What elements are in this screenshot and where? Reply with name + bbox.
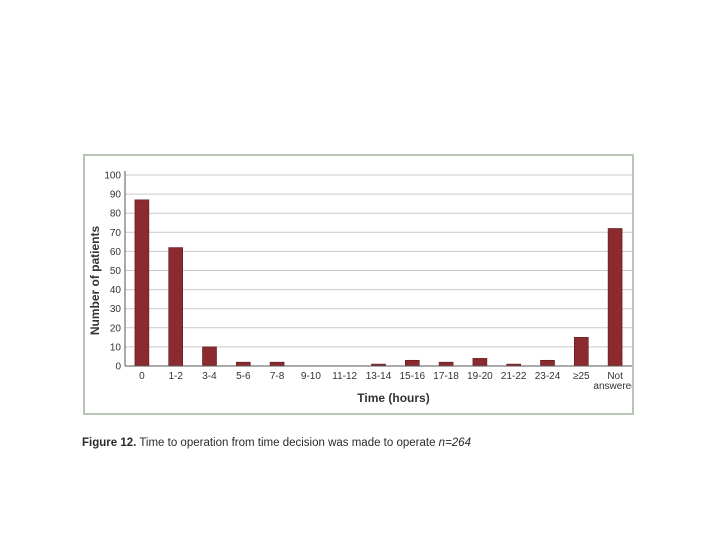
x-tick-label: 13-14 bbox=[366, 371, 392, 382]
x-tick-label-line: 13-14 bbox=[366, 371, 392, 382]
x-tick-label-line: 0 bbox=[139, 371, 145, 382]
x-tick-label-line: 23-24 bbox=[535, 371, 561, 382]
bar-chart: 0 10 20 30 40 50 60 70 80 90 100 0 1-2 3-4 5-6 7-8 9-10 1… bbox=[88, 171, 632, 405]
figure-caption: Figure 12. Time to operation from time d… bbox=[82, 437, 471, 449]
x-tick-label-line: 7-8 bbox=[270, 371, 285, 382]
x-tick-label: ≥25 bbox=[573, 371, 590, 382]
y-tick-label: 60 bbox=[110, 247, 122, 258]
x-tick-label: 15-16 bbox=[400, 371, 426, 382]
bar bbox=[134, 199, 150, 367]
x-tick-label: 21-22 bbox=[501, 371, 527, 382]
x-tick-label-line: 21-22 bbox=[501, 371, 527, 382]
y-tick-label: 40 bbox=[110, 285, 122, 296]
bar bbox=[438, 361, 454, 367]
bar bbox=[404, 359, 420, 367]
x-tick-label-line: Not bbox=[607, 371, 623, 382]
bar bbox=[269, 361, 285, 367]
x-tick-label: 17-18 bbox=[433, 371, 459, 382]
y-tick-label: 50 bbox=[110, 266, 122, 277]
x-tick-label-line: 15-16 bbox=[400, 371, 426, 382]
y-tick-label: 0 bbox=[115, 362, 121, 373]
x-tick-label-line: 17-18 bbox=[433, 371, 459, 382]
x-tick-label: 23-24 bbox=[535, 371, 561, 382]
x-tick-label: 11-12 bbox=[332, 371, 357, 382]
x-tick-label: 1-2 bbox=[168, 371, 183, 382]
y-tick-label: 80 bbox=[110, 209, 122, 220]
x-tick-label-line: answered bbox=[593, 381, 632, 392]
bar bbox=[472, 358, 488, 367]
x-tick-label: 7-8 bbox=[270, 371, 285, 382]
bar bbox=[607, 228, 623, 367]
bar bbox=[168, 247, 183, 367]
y-tick-label: 10 bbox=[110, 342, 122, 353]
x-tick-label-line: 5-6 bbox=[236, 371, 251, 382]
x-tick-label: 9-10 bbox=[301, 371, 321, 382]
y-axis-title: Number of patients bbox=[88, 226, 102, 336]
x-tick-label: 3-4 bbox=[202, 371, 217, 382]
y-tick-label: 30 bbox=[110, 304, 122, 315]
x-axis-title: Time (hours) bbox=[357, 391, 429, 405]
x-tick-label: 5-6 bbox=[236, 371, 251, 382]
x-tick-label-line: 3-4 bbox=[202, 371, 217, 382]
caption-sample-size: n=264 bbox=[438, 437, 471, 449]
x-tick-label: 0 bbox=[139, 371, 145, 382]
bar bbox=[573, 337, 589, 367]
y-tick-label: 70 bbox=[110, 228, 122, 239]
caption-text: Time to operation from time decision was… bbox=[136, 437, 439, 449]
figure-frame: 0 10 20 30 40 50 60 70 80 90 100 0 1-2 3-4 5-6 7-8 9-10 1… bbox=[83, 154, 634, 415]
y-tick-label: 90 bbox=[110, 190, 122, 201]
x-tick-label-line: 1-2 bbox=[168, 371, 183, 382]
caption-label: Figure 12. bbox=[82, 437, 137, 449]
x-tick-label-line: 11-12 bbox=[332, 371, 357, 382]
x-tick-label-line: ≥25 bbox=[573, 371, 590, 382]
bar bbox=[202, 346, 217, 367]
bar bbox=[236, 361, 251, 367]
y-tick-label: 20 bbox=[110, 323, 122, 334]
x-tick-label-line: 9-10 bbox=[301, 371, 321, 382]
x-tick-label: Notanswered bbox=[593, 371, 632, 392]
x-tick-label: 19-20 bbox=[467, 371, 493, 382]
y-tick-label: 100 bbox=[104, 171, 121, 182]
x-tick-label-line: 19-20 bbox=[467, 371, 493, 382]
bar bbox=[540, 359, 555, 367]
